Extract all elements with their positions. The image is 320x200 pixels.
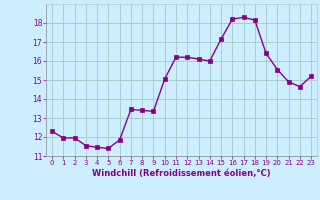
X-axis label: Windchill (Refroidissement éolien,°C): Windchill (Refroidissement éolien,°C) — [92, 169, 271, 178]
